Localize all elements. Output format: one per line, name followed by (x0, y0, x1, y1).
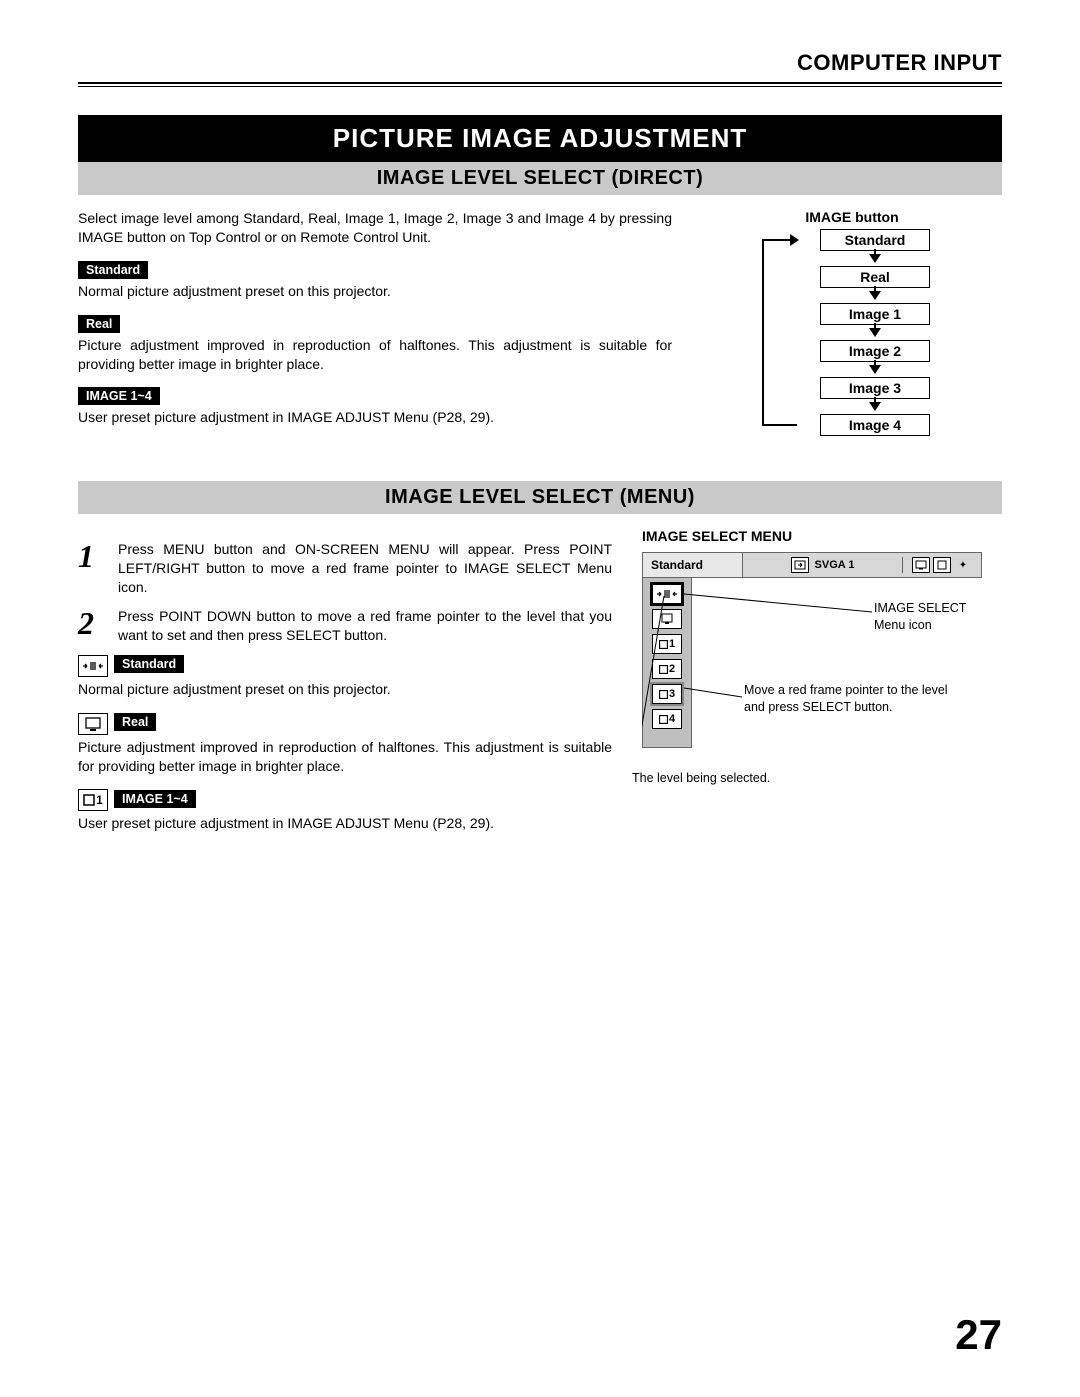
section1-body: Select image level among Standard, Real,… (78, 209, 1002, 441)
step-number: 1 (78, 540, 100, 597)
section1-intro: Select image level among Standard, Real,… (78, 209, 672, 247)
page-title: PICTURE IMAGE ADJUSTMENT (78, 115, 1002, 162)
menu-item (652, 609, 682, 629)
arrow-down-icon (869, 328, 881, 337)
flow-item: Image 1 (820, 303, 930, 325)
section2-title: IMAGE LEVEL SELECT (MENU) (78, 481, 1002, 514)
input-source-icon (791, 557, 809, 573)
menu-item: 3 (652, 684, 682, 704)
def-text-image14: User preset picture adjustment in IMAGE … (78, 408, 672, 427)
flow-item: Real (820, 266, 930, 288)
step-text: Press POINT DOWN button to move a red fr… (118, 607, 612, 645)
section1-title: IMAGE LEVEL SELECT (DIRECT) (78, 162, 1002, 195)
flow-item: Standard (820, 229, 930, 251)
menu-item: 4 (652, 709, 682, 729)
def-text-real: Picture adjustment improved in reproduct… (78, 336, 672, 374)
manual-page: COMPUTER INPUT PICTURE IMAGE ADJUSTMENT … (0, 0, 1080, 1397)
step-number: 2 (78, 607, 100, 645)
arrow-down-icon (869, 365, 881, 374)
flow-item: Image 3 (820, 377, 930, 399)
image-select-menu-graphic: Standard SVGA 1 ✦ (642, 552, 982, 782)
def-label-real-2: Real (114, 713, 156, 731)
square-icon (933, 557, 951, 573)
menu-top-bar: Standard SVGA 1 ✦ (642, 552, 982, 578)
callout-caption: The level being selected. (632, 770, 770, 786)
step-row: 2 Press POINT DOWN button to move a red … (78, 607, 612, 645)
def-text-standard-2: Normal picture adjustment preset on this… (78, 680, 612, 699)
flow-title: IMAGE button (702, 209, 1002, 225)
arrow-down-icon (869, 254, 881, 263)
standard-adjust-icon (78, 655, 108, 677)
def-text-standard: Normal picture adjustment preset on this… (78, 282, 672, 301)
monitor-icon (912, 557, 930, 573)
callout-pointer-label: Move a red frame pointer to the level an… (744, 682, 964, 715)
def-label-standard-2: Standard (114, 655, 184, 673)
real-mode-icon (78, 713, 108, 735)
menu-item-selected (652, 584, 682, 604)
def-text-image14-2: User preset picture adjustment in IMAGE … (78, 814, 612, 833)
def-label-real: Real (78, 315, 120, 333)
menu-bar-standard: Standard (643, 553, 743, 577)
menu-item: 1 (652, 634, 682, 654)
menu-graphic-title: IMAGE SELECT MENU (642, 528, 1002, 544)
step-row: 1 Press MENU button and ON-SCREEN MENU w… (78, 540, 612, 597)
menu-vertical-strip: 1 2 3 4 (642, 578, 692, 748)
def-label-image14: IMAGE 1~4 (78, 387, 160, 405)
header-rule (78, 82, 1002, 87)
def-label-standard: Standard (78, 261, 148, 279)
arrow-down-icon (869, 291, 881, 300)
flow-item: Image 2 (820, 340, 930, 362)
flow-item: Image 4 (820, 414, 930, 436)
flow-diagram: Standard Real Image 1 Image 2 Image 3 Im… (752, 229, 952, 436)
settings-icon: ✦ (954, 557, 972, 573)
def-label-image14-2: IMAGE 1~4 (114, 790, 196, 808)
callout-lines (642, 552, 982, 782)
menu-bar-mode: SVGA 1 (815, 559, 855, 571)
image-preset-icon: 1 (78, 789, 108, 811)
section2-body: 1 Press MENU button and ON-SCREEN MENU w… (78, 528, 1002, 847)
menu-item: 2 (652, 659, 682, 679)
arrow-down-icon (869, 402, 881, 411)
def-text-real-2: Picture adjustment improved in reproduct… (78, 738, 612, 776)
callout-icon-label: IMAGE SELECTMenu icon (874, 600, 966, 633)
step-text: Press MENU button and ON-SCREEN MENU wil… (118, 540, 612, 597)
page-number: 27 (955, 1311, 1002, 1359)
section-header: COMPUTER INPUT (78, 50, 1002, 82)
